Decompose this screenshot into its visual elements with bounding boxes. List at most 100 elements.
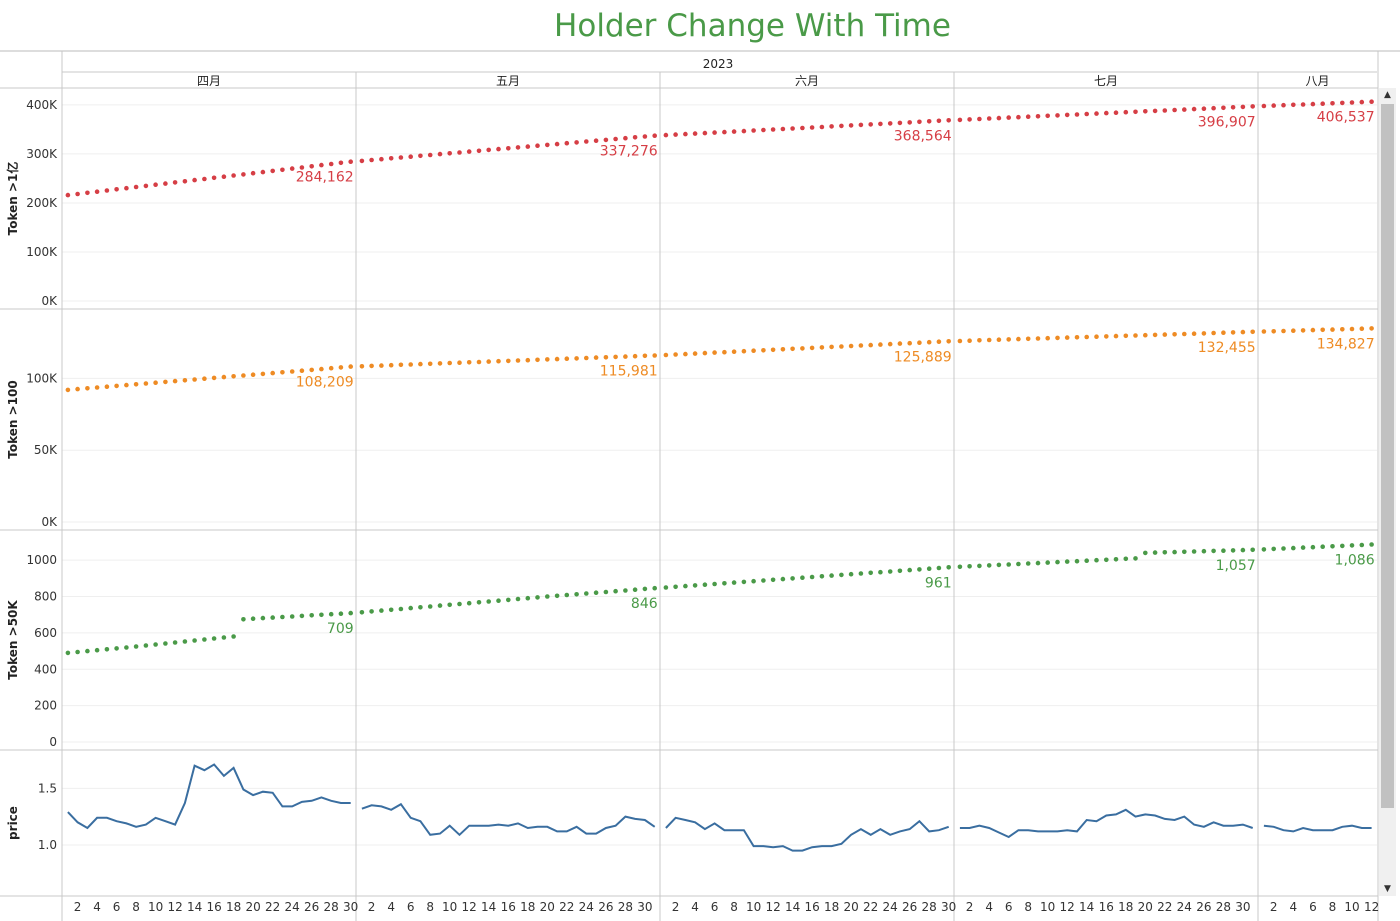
data-point [800,575,805,580]
data-point [476,600,482,605]
data-point [466,600,472,606]
data-point [1230,548,1236,553]
data-point [328,365,334,371]
data-point [1172,549,1177,555]
data-point [260,615,266,621]
data-point [1359,326,1365,332]
data-point [967,564,972,569]
data-point [94,385,100,390]
data-point [829,344,834,350]
vertical-scrollbar[interactable]: ▲ ▼ [1379,88,1396,896]
x-tick-label: 2 [672,900,680,914]
y-axis-label: Token >100 [6,380,20,458]
data-point [1035,560,1041,566]
data-point [545,357,550,362]
data-point [907,340,912,346]
month-header: 四月 [197,74,221,88]
data-point [1064,112,1070,118]
data-point [1359,542,1365,548]
data-point [1261,547,1267,552]
data-point [289,369,295,374]
data-point [574,140,579,145]
data-point [936,565,942,571]
data-point [663,585,669,590]
data-label: 396,907 [1198,114,1256,130]
data-point [379,156,384,162]
data-point [1084,111,1089,117]
x-tick-label: 4 [387,900,395,914]
scroll-up-arrow-icon[interactable]: ▲ [1384,90,1391,100]
data-point [1300,102,1306,107]
x-tick-label: 26 [902,900,917,914]
data-point [780,126,786,132]
data-point [1045,560,1050,565]
data-point [967,117,972,122]
data-point [182,378,188,383]
data-point [114,383,119,389]
data-point [702,582,708,587]
data-point [936,118,942,124]
data-point [486,599,492,604]
data-point [94,647,100,653]
data-point [1310,327,1316,333]
x-tick-label: 28 [324,900,339,914]
data-point [593,138,599,143]
data-point [104,188,110,193]
data-point [848,123,854,128]
x-tick-label: 14 [481,900,496,914]
x-tick-label: 10 [442,900,457,914]
data-point [683,351,688,357]
data-point [476,359,482,365]
data-point [506,146,511,151]
data-label: 125,889 [894,349,952,365]
x-tick-label: 8 [426,900,434,914]
data-point [328,161,334,167]
data-point [761,348,766,353]
chart-title: Holder Change With Time [554,8,951,44]
data-point [593,355,599,360]
data-point [309,164,315,169]
data-point [1055,113,1060,118]
x-tick-label: 30 [1235,900,1250,914]
data-point [1143,332,1148,338]
data-point [182,179,188,184]
x-tick-label: 6 [1005,900,1013,914]
data-point [642,586,648,592]
data-point [1300,328,1306,333]
data-point [192,638,197,643]
data-point [486,359,492,364]
scroll-thumb[interactable] [1381,104,1394,808]
data-point [1182,107,1187,112]
data-point [986,563,992,568]
data-point [702,130,708,136]
data-point [1152,332,1158,338]
data-point [751,128,756,133]
price-line-segment [361,802,656,837]
data-point [369,157,374,163]
data-point [1055,559,1060,565]
data-point [133,184,139,190]
data-point [65,387,71,393]
data-point [858,343,864,348]
data-point [926,119,932,124]
data-point [124,185,129,191]
data-point [1143,550,1148,556]
data-point [280,614,285,620]
data-point [1221,330,1226,336]
data-point [819,124,825,130]
x-tick-label: 4 [691,900,699,914]
data-point [683,131,688,137]
data-point [260,371,266,377]
data-point [398,606,404,612]
data-point [319,612,324,618]
scroll-down-arrow-icon[interactable]: ▼ [1384,884,1391,894]
data-point [800,346,805,351]
data-point [388,362,394,368]
data-point [1006,337,1011,342]
data-point [663,352,669,358]
x-tick-label: 18 [824,900,839,914]
data-point [652,353,657,358]
data-point [496,146,501,152]
x-tick-label: 24 [883,900,898,914]
data-point [593,590,599,595]
